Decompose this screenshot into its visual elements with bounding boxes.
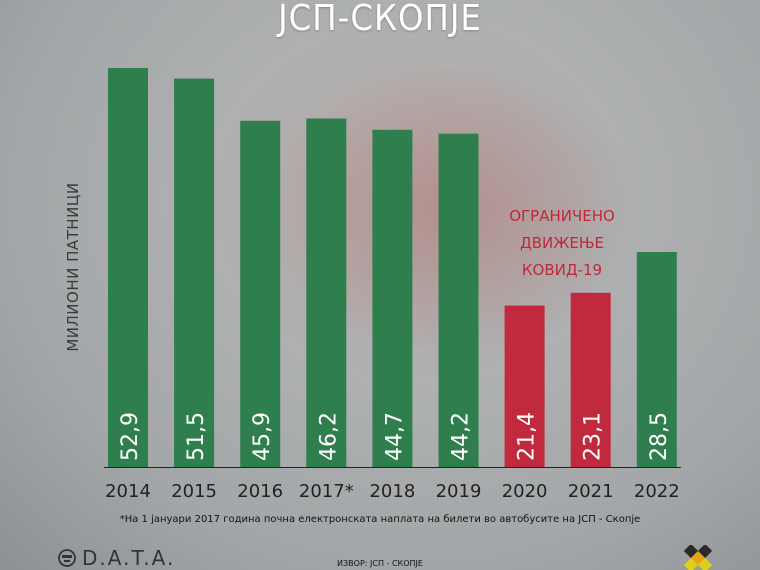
data-logo-text: D.A.T.A. xyxy=(82,546,176,570)
covid-annotation-line-1: ОГРАНИЧЕНО xyxy=(509,207,615,225)
value-label-2020: 21,4 xyxy=(515,412,540,461)
value-label-2017-star: 46,2 xyxy=(316,412,341,461)
footnote: *На 1 јануари 2017 година почна електрон… xyxy=(119,514,641,525)
bar-2019 xyxy=(438,133,479,467)
x-tick-label-2017-star: 2017* xyxy=(299,481,354,502)
chart-title: ЈСП-СКОПЈЕ xyxy=(278,0,482,39)
bar-2020 xyxy=(504,305,545,467)
bar-2017-star xyxy=(306,118,347,467)
x-tick-label-2018: 2018 xyxy=(369,481,415,502)
covid-annotation-line-2: ДВИЖЕЊЕ xyxy=(519,234,605,252)
bar-2021 xyxy=(570,292,611,467)
bar-2014 xyxy=(108,68,148,467)
value-label-2018: 44,7 xyxy=(382,412,407,461)
x-tick-label-2019: 2019 xyxy=(436,481,482,502)
covid-annotation-line-3: КОВИД-19 xyxy=(521,261,603,279)
value-label-2019: 44,2 xyxy=(449,412,474,461)
data-logo-icon xyxy=(58,549,76,567)
bar-2018 xyxy=(372,129,413,468)
value-label-2022: 28,5 xyxy=(647,412,672,461)
value-label-2014: 52,9 xyxy=(118,412,143,461)
bar-2015 xyxy=(174,78,215,467)
covid-annotation: ОГРАНИЧЕНО ДВИЖЕЊЕ КОВИД-19 xyxy=(478,203,646,284)
corner-logo-icon xyxy=(684,545,713,570)
value-label-2021: 23,1 xyxy=(581,412,606,461)
y-axis-label-text: МИЛИОНИ ПАТНИЦИ xyxy=(64,182,82,352)
y-axis-label: МИЛИОНИ ПАТНИЦИ xyxy=(61,182,85,352)
x-tick-label-2020: 2020 xyxy=(502,481,548,502)
x-tick-label-2022: 2022 xyxy=(634,481,680,502)
x-tick-label-2015: 2015 xyxy=(171,481,217,502)
value-label-2016: 45,9 xyxy=(250,412,275,461)
data-logo: D.A.T.A. xyxy=(58,546,175,570)
x-tick-label-2021: 2021 xyxy=(568,481,614,502)
source-text: ИЗВОР: ЈСП - СКОПЈЕ xyxy=(337,559,423,568)
value-label-2015: 51,5 xyxy=(184,412,209,461)
x-tick-label-2016: 2016 xyxy=(237,481,283,502)
bar-2022 xyxy=(636,252,677,467)
bar-2016 xyxy=(240,120,281,468)
x-tick-label-2014: 2014 xyxy=(105,481,151,502)
